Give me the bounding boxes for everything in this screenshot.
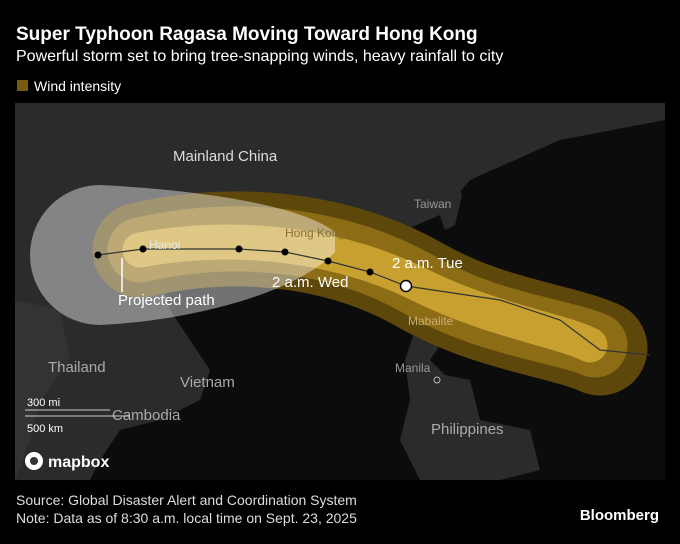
label: Hong Kong [285, 226, 345, 240]
label: Taiwan [414, 197, 451, 211]
taiwan-land [438, 175, 462, 230]
attribution: mapbox [48, 454, 109, 471]
label: Cambodia [112, 407, 181, 424]
current-position [399, 279, 413, 293]
label: 2 a.m. Wed [272, 274, 348, 291]
label: Projected path [118, 292, 215, 309]
point [235, 245, 243, 253]
point [94, 251, 102, 259]
label: 2 a.m. Tue [392, 255, 463, 272]
source: Source: Global Disaster Alert and Coordi… [16, 492, 357, 508]
map: Mainland China Taiwan Hong Kong Hanoi 2 … [15, 103, 665, 480]
label: Mabalite [408, 314, 454, 328]
mapbox-logo-inner [30, 457, 38, 465]
legend-label: Wind intensity [34, 78, 121, 94]
label: Vietnam [180, 374, 235, 391]
scale-label: 500 km [27, 423, 63, 435]
legend-swatch [17, 80, 28, 91]
title: Super Typhoon Ragasa Moving Toward Hong … [16, 24, 478, 45]
point [324, 257, 332, 265]
label: Philippines [431, 421, 504, 438]
cone [30, 185, 335, 325]
subtitle: Powerful storm set to bring tree-snappin… [16, 48, 503, 65]
point [366, 268, 374, 276]
point [281, 248, 289, 256]
label: Hanoi [149, 238, 180, 252]
scale-label: 300 mi [27, 397, 60, 409]
manila-dot [433, 376, 441, 384]
label: Mainland China [173, 148, 278, 165]
brand: Bloomberg [580, 507, 659, 524]
note: Note: Data as of 8:30 a.m. local time on… [16, 510, 357, 526]
swath-inner [122, 224, 608, 363]
land-west [15, 300, 70, 480]
point [139, 245, 147, 253]
label: Thailand [48, 359, 106, 376]
track-points [94, 245, 374, 276]
label: Manila [395, 361, 431, 375]
